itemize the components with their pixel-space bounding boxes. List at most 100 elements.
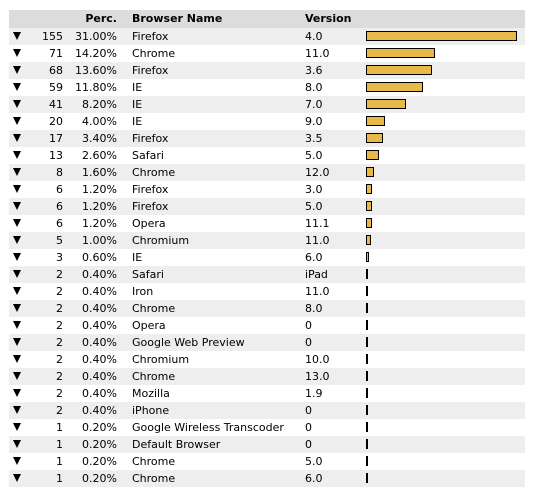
share-bar	[366, 371, 368, 381]
percentage: 1.20%	[82, 200, 117, 213]
expand-row-button[interactable]	[13, 385, 25, 402]
browser-version: 12.0	[305, 166, 330, 179]
expand-row-button[interactable]	[13, 419, 25, 436]
table-row: 13 2.60% Safari 5.0	[9, 147, 525, 164]
table-row: 1 0.20% Google Wireless Transcoder 0	[9, 419, 525, 436]
browser-version: 5.0	[305, 455, 323, 468]
table-row: 1 0.20% Chrome 6.0	[9, 470, 525, 487]
hit-count: 2	[56, 336, 63, 349]
expand-row-button[interactable]	[13, 249, 25, 266]
browser-version: 13.0	[305, 370, 330, 383]
percentage: 0.40%	[82, 285, 117, 298]
expand-row-button[interactable]	[13, 453, 25, 470]
share-bar-track	[366, 30, 522, 43]
browser-name: Firefox	[132, 183, 169, 196]
table-row: 2 0.40% Chromium 10.0	[9, 351, 525, 368]
share-bar-track	[366, 472, 522, 485]
table-row: 68 13.60% Firefox 3.6	[9, 62, 525, 79]
share-bar	[366, 150, 379, 160]
expand-row-button[interactable]	[13, 300, 25, 317]
share-bar	[366, 320, 368, 330]
hit-count: 1	[56, 438, 63, 451]
share-bar-track	[366, 200, 522, 213]
browser-version: 5.0	[305, 200, 323, 213]
expand-row-button[interactable]	[13, 181, 25, 198]
expand-row-button[interactable]	[13, 62, 25, 79]
share-bar-track	[366, 421, 522, 434]
share-bar	[366, 235, 371, 245]
browser-stats-table: Perc. Browser Name Version 155 31.00% Fire…	[9, 10, 525, 487]
share-bar-track	[366, 404, 522, 417]
hit-count: 68	[49, 64, 63, 77]
down-triangle-icon	[13, 219, 21, 227]
down-triangle-icon	[13, 457, 21, 465]
column-header-perc[interactable]: Perc.	[85, 12, 117, 25]
down-triangle-icon	[13, 270, 21, 278]
browser-version: 6.0	[305, 251, 323, 264]
share-bar	[366, 337, 368, 347]
table-body: 155 31.00% Firefox 4.0 71 14.20% Chrome 11.0 68 1…	[9, 28, 525, 487]
browser-version: 11.0	[305, 285, 330, 298]
share-bar	[366, 218, 372, 228]
column-header-browser-name[interactable]: Browser Name	[132, 12, 223, 25]
share-bar	[366, 354, 368, 364]
browser-version: 3.0	[305, 183, 323, 196]
browser-name: IE	[132, 81, 143, 94]
hit-count: 2	[56, 404, 63, 417]
column-header-version[interactable]: Version	[305, 12, 352, 25]
expand-row-button[interactable]	[13, 96, 25, 113]
table-row: 2 0.40% Opera 0	[9, 317, 525, 334]
expand-row-button[interactable]	[13, 266, 25, 283]
percentage: 0.40%	[82, 370, 117, 383]
table-row: 6 1.20% Firefox 5.0	[9, 198, 525, 215]
browser-name: Default Browser	[132, 438, 221, 451]
down-triangle-icon	[13, 440, 21, 448]
hit-count: 59	[49, 81, 63, 94]
expand-row-button[interactable]	[13, 283, 25, 300]
table-row: 2 0.40% Chrome 13.0	[9, 368, 525, 385]
table-row: 71 14.20% Chrome 11.0	[9, 45, 525, 62]
expand-row-button[interactable]	[13, 470, 25, 487]
percentage: 0.40%	[82, 404, 117, 417]
hit-count: 2	[56, 268, 63, 281]
expand-row-button[interactable]	[13, 334, 25, 351]
expand-row-button[interactable]	[13, 436, 25, 453]
table-row: 1 0.20% Default Browser 0	[9, 436, 525, 453]
expand-row-button[interactable]	[13, 130, 25, 147]
expand-row-button[interactable]	[13, 113, 25, 130]
expand-row-button[interactable]	[13, 402, 25, 419]
hit-count: 20	[49, 115, 63, 128]
browser-version: 8.0	[305, 81, 323, 94]
down-triangle-icon	[13, 372, 21, 380]
browser-version: 0	[305, 421, 312, 434]
share-bar-track	[366, 98, 522, 111]
browser-name: Firefox	[132, 200, 169, 213]
expand-row-button[interactable]	[13, 215, 25, 232]
expand-row-button[interactable]	[13, 147, 25, 164]
down-triangle-icon	[13, 83, 21, 91]
hit-count: 41	[49, 98, 63, 111]
table-row: 2 0.40% Safari iPad	[9, 266, 525, 283]
down-triangle-icon	[13, 134, 21, 142]
expand-row-button[interactable]	[13, 351, 25, 368]
expand-row-button[interactable]	[13, 232, 25, 249]
expand-row-button[interactable]	[13, 79, 25, 96]
percentage: 0.20%	[82, 455, 117, 468]
percentage: 4.00%	[82, 115, 117, 128]
expand-row-button[interactable]	[13, 198, 25, 215]
share-bar	[366, 388, 368, 398]
expand-row-button[interactable]	[13, 45, 25, 62]
share-bar	[366, 167, 374, 177]
table-row: 6 1.20% Firefox 3.0	[9, 181, 525, 198]
expand-row-button[interactable]	[13, 28, 25, 45]
browser-name: IE	[132, 251, 143, 264]
down-triangle-icon	[13, 100, 21, 108]
browser-version: 6.0	[305, 472, 323, 485]
expand-row-button[interactable]	[13, 368, 25, 385]
table-row: 2 0.40% Iron 11.0	[9, 283, 525, 300]
expand-row-button[interactable]	[13, 164, 25, 181]
share-bar-track	[366, 438, 522, 451]
browser-name: Chrome	[132, 472, 176, 485]
share-bar	[366, 31, 517, 41]
expand-row-button[interactable]	[13, 317, 25, 334]
